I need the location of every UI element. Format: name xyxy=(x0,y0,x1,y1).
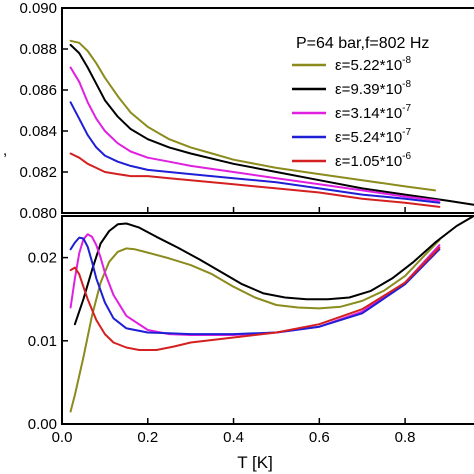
legend-label-text: ε=5.22*10 xyxy=(335,57,402,74)
top-y-tick-label: 0.084 xyxy=(19,123,57,140)
top-y-tick-label: 0.082 xyxy=(19,164,57,181)
top-series-group xyxy=(61,39,474,213)
legend-label-text: ε=1.05*10 xyxy=(335,153,402,170)
top-y-axis: 0.080 0.082 0.084 0.086 0.088 0.090 xyxy=(19,0,68,222)
bottom-y-tick-label: 0.02 xyxy=(28,250,57,267)
bottom-panel: 0.00 0.01 0.02 0.0 0.2 0.4 0.6 0.8 T [K] xyxy=(28,215,474,472)
bottom-y-tick-label: 0.01 xyxy=(28,333,57,350)
top-y-tick-label: 0.088 xyxy=(19,41,57,58)
top-series-line-5 xyxy=(69,152,441,208)
y-axis-fragment: , xyxy=(3,142,7,159)
legend-label-4: ε=5.24*10-7 xyxy=(335,127,412,146)
bottom-plot-frame xyxy=(61,215,474,425)
legend-label-3: ε=3.14*10-7 xyxy=(335,103,412,122)
legend-label-exponent: -6 xyxy=(402,151,411,162)
legend-label-text: ε=5.24*10 xyxy=(335,129,402,146)
x-tick-label: 0.6 xyxy=(309,429,330,446)
top-legend: ε=5.22*10-8ε=9.39*10-8ε=3.14*10-7ε=5.24*… xyxy=(292,55,412,170)
legend-label-2: ε=9.39*10-8 xyxy=(335,79,412,98)
bottom-series-line-2 xyxy=(73,215,474,326)
top-legend-title: P=64 bar,f=802 Hz xyxy=(296,35,429,52)
x-axis-title: T [K] xyxy=(237,453,273,472)
x-tick-label: 0.2 xyxy=(137,429,158,446)
top-y-tick-label: 0.090 xyxy=(19,0,57,17)
x-tick-label: 0.0 xyxy=(52,429,73,446)
top-plot-frame xyxy=(61,7,474,214)
top-series-line-3 xyxy=(69,66,441,202)
bottom-series-line-5 xyxy=(69,246,441,351)
bottom-series-line-4 xyxy=(69,236,441,336)
top-series-line-4 xyxy=(69,101,441,204)
x-tick-label: 0.8 xyxy=(395,429,416,446)
bottom-y-axis: 0.00 0.01 0.02 xyxy=(28,250,68,433)
x-axis: 0.0 0.2 0.4 0.6 0.8 xyxy=(52,429,416,446)
legend-label-1: ε=5.22*10-8 xyxy=(335,55,412,74)
legend-label-exponent: -8 xyxy=(402,55,411,66)
top-y-tick-label: 0.086 xyxy=(19,82,57,99)
legend-label-text: ε=9.39*10 xyxy=(335,81,402,98)
x-tick-label: 0.4 xyxy=(223,429,244,446)
top-series-line-1 xyxy=(69,39,437,192)
legend-label-exponent: -7 xyxy=(402,103,411,114)
legend-label-5: ε=1.05*10-6 xyxy=(335,151,412,170)
legend-label-exponent: -7 xyxy=(402,127,411,138)
top-panel: 0.080 0.082 0.084 0.086 0.088 0.090 P=64 bar,… xyxy=(19,0,474,222)
legend-label-text: ε=3.14*10 xyxy=(335,105,402,122)
top-y-tick-label: 0.080 xyxy=(19,205,57,222)
legend-label-exponent: -8 xyxy=(402,79,411,90)
bottom-series-group xyxy=(61,215,474,424)
top-series-line-2 xyxy=(69,43,474,206)
bottom-y-tick-label: 0.00 xyxy=(28,416,57,433)
